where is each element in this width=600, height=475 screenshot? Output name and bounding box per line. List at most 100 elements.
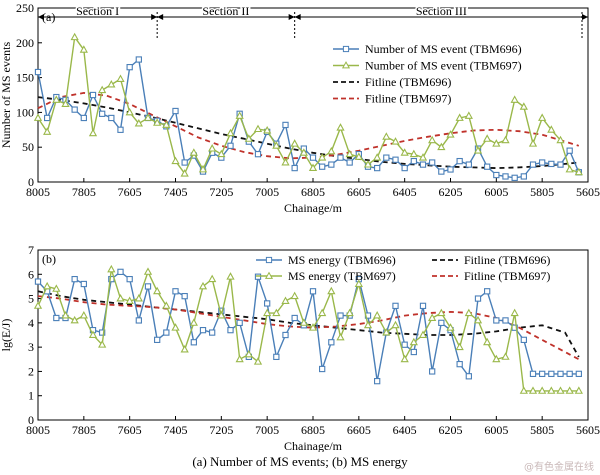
data-point [299,148,308,156]
y-tick-label: 4 [28,316,34,330]
legend-marker [341,61,351,69]
data-point [71,106,78,113]
data-point [574,167,583,176]
data-point [281,296,290,304]
data-point [520,336,527,344]
data-point [319,365,326,373]
data-point [226,272,235,280]
data-point [465,161,472,168]
x-tick-label: 6005 [484,423,508,437]
data-point [98,85,107,94]
data-point [44,114,51,122]
legend-item: Fitline (TBM697) [432,269,550,283]
x-tick-label: 6205 [439,185,463,199]
data-point [89,91,97,99]
data-point [354,279,363,287]
x-tick-label: 7205 [209,423,233,437]
fitline-tbm697 [37,91,580,160]
data-point [345,308,354,317]
data-point [539,370,546,378]
data-point [198,164,208,173]
data-point [80,114,87,122]
section-arrowhead [582,14,588,20]
y-tick-label: 3 [28,340,34,354]
data-point [519,102,528,110]
data-point [116,74,125,82]
data-point [244,349,253,358]
data-point [336,123,345,131]
y-tick-label: 5 [28,292,34,306]
figure-caption: (a) Number of MS events; (b) MS energy [192,454,408,469]
data-point [153,286,162,295]
legend-label: MS energy (TBM696) [288,253,396,267]
data-point [382,132,391,140]
y-tick-label: 2 [28,364,34,378]
data-point [539,159,546,166]
data-point [429,159,436,166]
data-point [126,275,133,283]
data-point [264,300,271,307]
data-point [510,95,519,103]
section-arrowhead [288,14,295,20]
data-point [135,317,142,324]
data-point [181,292,188,300]
data-point [464,111,473,119]
data-point [125,107,134,116]
data-point [456,360,463,368]
data-point [363,160,373,168]
legend-item: Number of MS event (TBM696) [333,42,522,56]
legend-label: Number of MS event (TBM697) [365,59,522,73]
fitline-tbm696 [37,290,580,358]
data-point [272,308,281,317]
data-point [180,345,189,353]
data-point [226,128,235,137]
x-tick-label: 6805 [301,423,325,437]
data-point [53,314,60,322]
data-point [538,386,547,394]
x-axis-label: Chainage/m [284,439,343,452]
data-point [208,274,217,283]
data-point [401,164,408,172]
data-point [254,273,262,280]
legend-marker [265,256,273,264]
x-tick-label: 7605 [118,423,142,437]
data-point [209,329,216,336]
legend-item: MS energy (TBM696) [256,253,396,267]
data-point [548,160,555,168]
data-point [235,354,244,363]
data-point [510,308,519,317]
data-point [153,118,162,126]
data-point [473,315,483,324]
data-point [501,135,510,144]
data-point [34,68,42,76]
data-point [61,311,70,319]
data-point [244,134,253,142]
x-tick-label: 6805 [301,185,325,199]
legend-marker [264,271,274,279]
data-point [189,318,198,326]
data-point [61,99,70,107]
data-point [88,128,98,137]
data-point [290,139,299,147]
data-point [328,339,335,346]
x-tick-label: 8005 [26,423,50,437]
data-point [208,144,217,152]
data-point [437,142,446,151]
data-point [438,319,445,327]
data-point [374,377,381,385]
data-point [528,139,538,147]
data-point [337,154,344,161]
data-point [391,137,400,145]
data-point [447,166,454,173]
data-point [502,173,509,180]
data-point [227,326,234,334]
data-point [556,135,565,144]
data-point [492,139,501,147]
data-point [464,308,473,317]
legend-marker [342,45,350,53]
data-point [308,163,318,172]
data-point [108,114,115,122]
data-point [71,275,78,283]
data-point [574,386,583,394]
data-point [345,149,354,158]
